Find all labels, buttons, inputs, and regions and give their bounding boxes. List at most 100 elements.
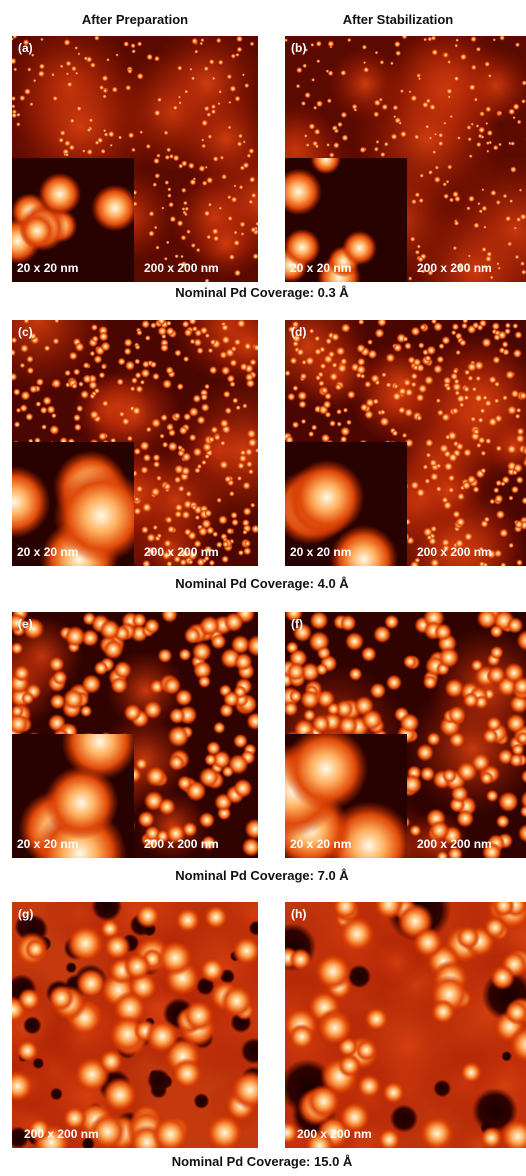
grain xyxy=(201,460,206,465)
grain xyxy=(71,383,77,389)
grain xyxy=(311,424,317,430)
grain xyxy=(329,152,335,158)
grain xyxy=(141,369,150,378)
grain xyxy=(467,375,473,381)
grain xyxy=(152,182,157,187)
grain xyxy=(454,379,460,385)
grain xyxy=(476,142,481,147)
grain xyxy=(410,95,417,102)
grain xyxy=(317,646,331,660)
grain xyxy=(485,122,488,125)
grain xyxy=(13,68,17,72)
grain xyxy=(208,436,215,443)
grain xyxy=(375,328,385,338)
grain xyxy=(196,248,200,252)
figure: After PreparationAfter Stabilization20 x… xyxy=(0,0,526,1176)
grain xyxy=(103,129,106,132)
grain xyxy=(446,88,452,94)
grain xyxy=(410,236,415,241)
grain xyxy=(49,425,59,435)
grain xyxy=(77,52,80,55)
grain xyxy=(33,79,36,82)
grain xyxy=(229,491,235,497)
grain xyxy=(198,527,208,537)
grain xyxy=(481,247,486,252)
grain xyxy=(142,502,152,512)
grain xyxy=(463,448,472,457)
grain xyxy=(408,276,412,280)
grain xyxy=(74,424,82,432)
grain xyxy=(468,195,475,202)
grain xyxy=(521,99,526,104)
grain xyxy=(498,267,501,270)
grain xyxy=(452,407,459,414)
grain xyxy=(467,137,471,141)
grain xyxy=(454,44,458,48)
grain xyxy=(36,378,44,386)
patch xyxy=(244,282,372,410)
grain xyxy=(166,241,170,245)
grain xyxy=(393,115,396,118)
grain xyxy=(24,938,46,960)
grain xyxy=(200,957,226,983)
grain xyxy=(496,815,510,829)
grain xyxy=(143,454,151,462)
grain xyxy=(35,401,41,407)
grain xyxy=(166,321,171,326)
grain xyxy=(201,144,206,149)
grain xyxy=(221,335,230,344)
grain xyxy=(90,410,99,419)
grain xyxy=(194,338,202,346)
grain xyxy=(226,528,233,535)
grain xyxy=(206,1114,244,1152)
grain xyxy=(94,355,103,364)
grain xyxy=(375,51,379,55)
grain xyxy=(410,561,419,570)
grain xyxy=(200,42,204,46)
grain xyxy=(122,417,130,425)
grain xyxy=(427,37,432,42)
scale-label: 200 x 200 nm xyxy=(417,545,492,559)
grain xyxy=(240,363,248,371)
coverage-caption: Nominal Pd Coverage: 4.0 Å xyxy=(175,576,349,591)
grain xyxy=(64,39,71,46)
grain xyxy=(135,344,141,350)
grain xyxy=(208,348,213,353)
grain xyxy=(160,414,167,421)
grain xyxy=(459,339,466,346)
grain xyxy=(411,373,418,380)
grain xyxy=(490,190,496,196)
grain xyxy=(161,606,178,623)
inset-grain xyxy=(289,460,365,536)
grain xyxy=(431,49,438,56)
grain xyxy=(212,77,216,81)
grain xyxy=(441,413,450,422)
grain xyxy=(230,359,238,367)
grain xyxy=(172,1058,203,1089)
grain xyxy=(142,560,150,568)
grain xyxy=(190,179,197,186)
grain xyxy=(152,373,159,380)
grain xyxy=(448,474,455,481)
hole xyxy=(433,1080,451,1098)
grain xyxy=(208,134,213,139)
grain xyxy=(386,353,396,363)
grain xyxy=(21,391,31,401)
grain xyxy=(307,1084,341,1118)
grain xyxy=(472,387,477,392)
grain xyxy=(212,228,219,235)
grain xyxy=(361,709,382,730)
grain xyxy=(78,381,84,387)
hole xyxy=(193,1093,209,1109)
grain xyxy=(420,766,435,781)
grain xyxy=(89,118,94,123)
grain xyxy=(436,486,442,492)
grain xyxy=(183,1000,214,1031)
grain xyxy=(427,732,441,746)
grain xyxy=(219,460,228,469)
grain xyxy=(234,270,241,277)
grain xyxy=(153,461,160,468)
grain xyxy=(442,496,449,503)
grain xyxy=(224,612,244,632)
grain xyxy=(146,144,151,149)
